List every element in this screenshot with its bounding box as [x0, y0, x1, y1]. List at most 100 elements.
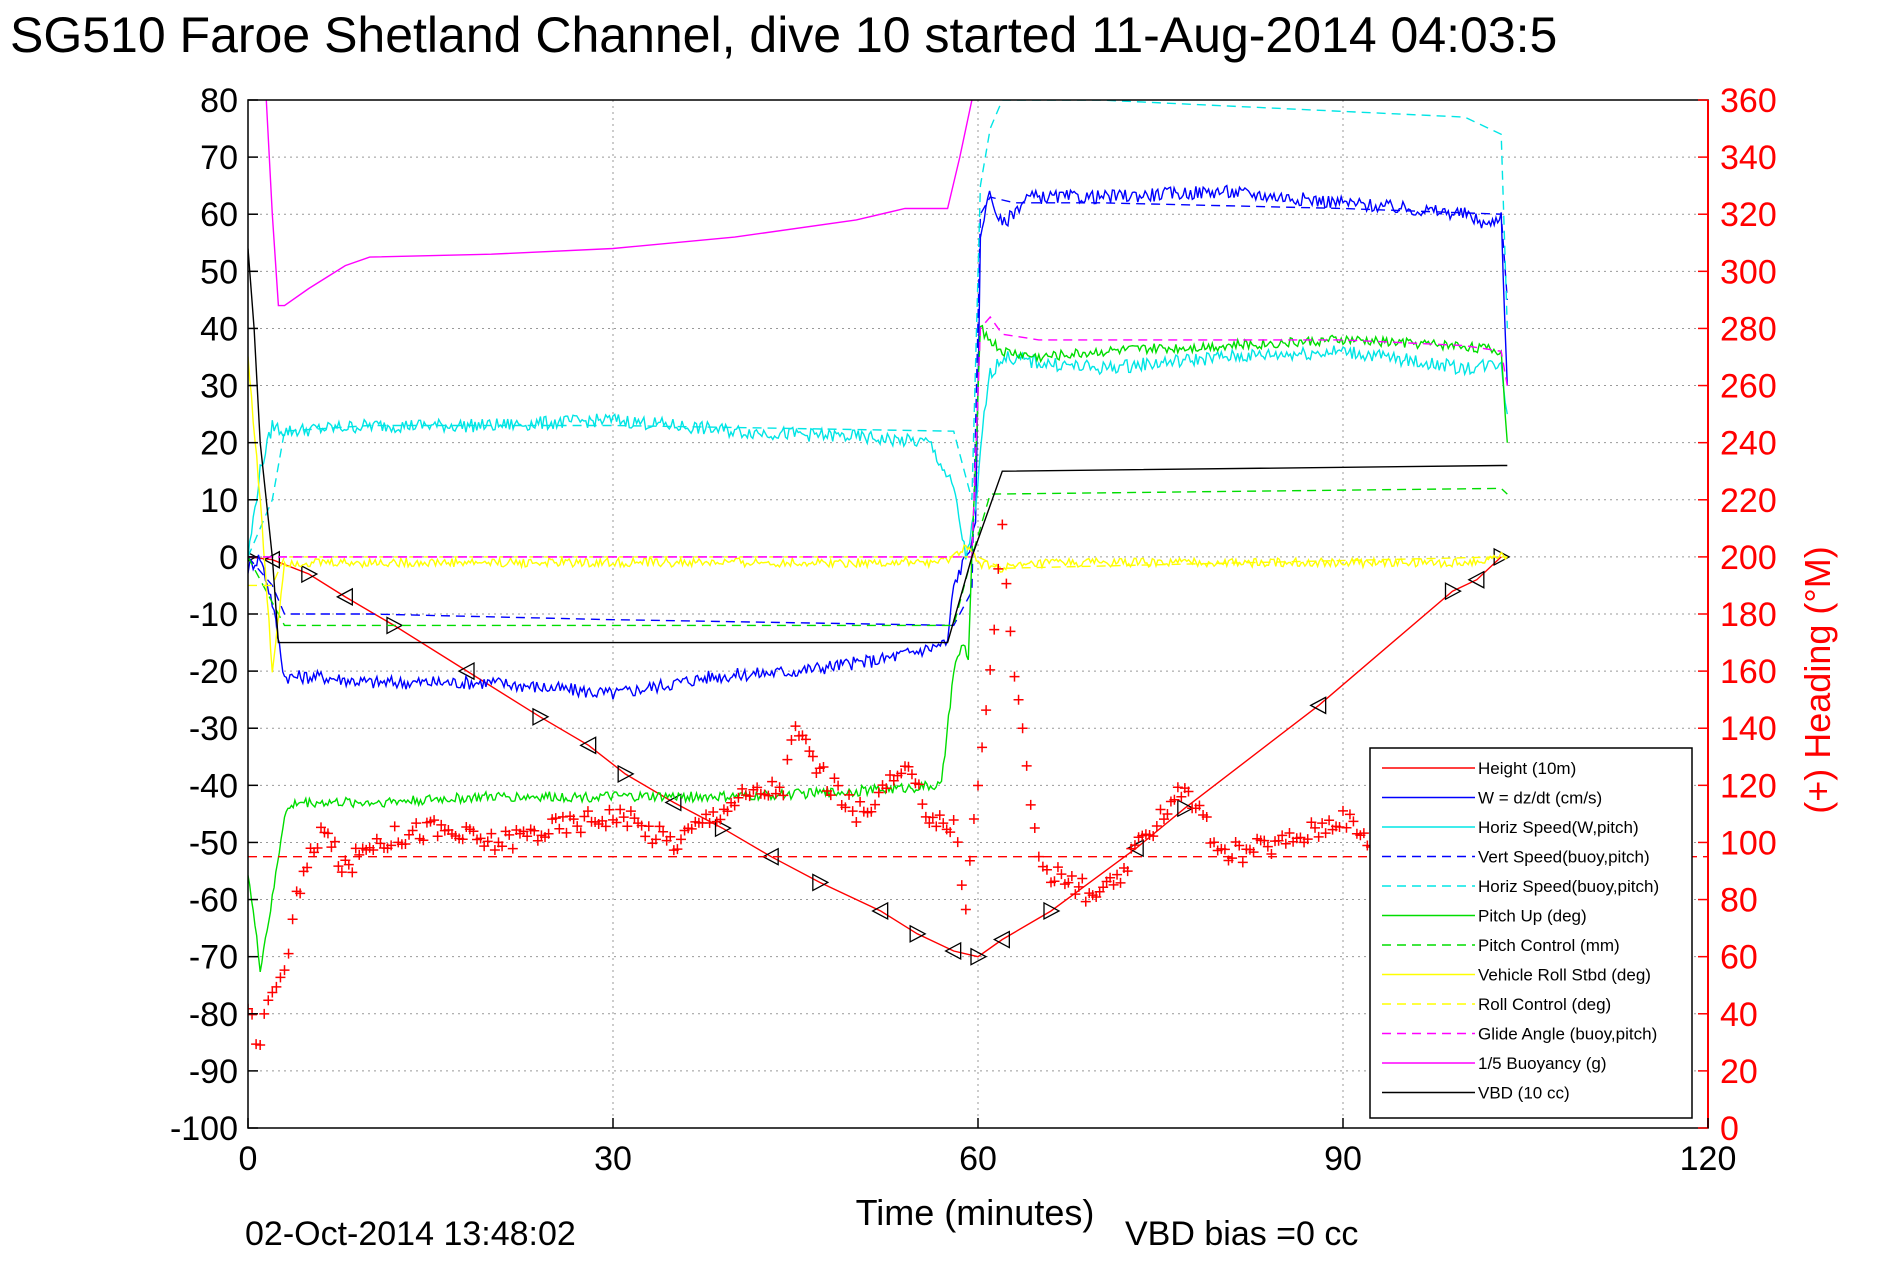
heading-point: [1227, 853, 1238, 864]
legend-entry: W = dz/dt (cm/s): [1382, 789, 1602, 808]
heading-point: [572, 821, 583, 832]
heading-point: [1194, 800, 1205, 811]
heading-point: [1277, 830, 1288, 841]
y2-tick-label: 200: [1720, 539, 1777, 577]
legend-label: Horiz Speed(W,pitch): [1478, 818, 1639, 837]
heading-point: [1066, 870, 1077, 881]
heading-point: [279, 965, 290, 976]
heading-point: [312, 843, 323, 854]
heading-point: [575, 827, 586, 838]
y2-tick-label: 260: [1720, 368, 1777, 406]
right-axis-label: (+) Heading (°M): [1797, 546, 1838, 813]
legend-label: Glide Angle (buoy,pitch): [1478, 1025, 1657, 1044]
height-marker: [714, 819, 732, 838]
legend-entry: Roll Control (deg): [1382, 995, 1611, 1014]
y2-tick-label: 360: [1720, 82, 1777, 120]
heading-point: [582, 806, 593, 817]
heading-point: [1041, 864, 1052, 875]
y-tick-label: 40: [200, 310, 238, 348]
heading-point: [1148, 831, 1159, 842]
legend-entry: Horiz Speed(W,pitch): [1382, 818, 1639, 837]
footer-date: 02-Oct-2014 13:48:02: [245, 1215, 576, 1253]
heading-point: [844, 789, 855, 800]
heading-point: [960, 904, 971, 915]
height-marker: [909, 924, 927, 943]
legend-entry: Pitch Up (deg): [1382, 907, 1587, 926]
heading-point: [782, 754, 793, 765]
heading-point: [255, 1040, 266, 1050]
heading-point: [855, 796, 866, 807]
heading-point: [790, 721, 801, 732]
heading-point: [275, 972, 286, 983]
heading-point: [654, 821, 665, 832]
height-marker: [992, 930, 1010, 949]
y-tick-label: -90: [189, 1053, 238, 1091]
heading-point: [985, 664, 996, 675]
y2-tick-label: 120: [1720, 767, 1777, 805]
heading-point: [924, 818, 935, 829]
legend-label: Height (10m): [1478, 759, 1576, 778]
series-line: [248, 556, 1502, 958]
heading-point: [625, 806, 636, 817]
heading-point: [615, 804, 626, 815]
series-line: [248, 184, 1508, 700]
x-axis-label: Time (minutes): [856, 1192, 1095, 1233]
height-marker: [617, 764, 635, 783]
heading-point: [561, 827, 572, 838]
y2-tick-label: 100: [1720, 824, 1777, 862]
heading-point: [263, 995, 274, 1006]
heading-point: [248, 1003, 253, 1014]
heading-point: [1070, 889, 1081, 900]
series-line: [248, 345, 1508, 560]
series-1: [248, 547, 1511, 966]
y-tick-label: -70: [189, 939, 238, 977]
height-marker: [532, 707, 550, 726]
heading-point: [968, 813, 979, 824]
heading-point: [818, 761, 829, 772]
heading-point: [733, 792, 744, 803]
height-marker: [457, 662, 475, 681]
heading-point: [322, 828, 333, 839]
heading-point: [1021, 760, 1032, 771]
y2-tick-label: 300: [1720, 253, 1777, 291]
heading-point: [1169, 794, 1180, 805]
heading-point: [468, 826, 479, 837]
heading-point: [411, 818, 422, 829]
heading-point: [1201, 811, 1212, 822]
heading-point: [964, 855, 975, 866]
heading-point: [436, 819, 447, 830]
heading-point: [1273, 835, 1284, 846]
series-line: [248, 196, 1508, 627]
heading-point: [329, 836, 340, 847]
heading-point: [870, 799, 881, 810]
heading-point: [1248, 847, 1259, 858]
heading-point: [622, 821, 633, 832]
heading-point: [704, 818, 715, 829]
height-marker: [579, 736, 597, 755]
legend-label: VBD (10 cc): [1478, 1084, 1570, 1103]
heading-point: [1115, 877, 1126, 888]
legend-entry: Vehicle Roll Stbd (deg): [1382, 966, 1651, 985]
series-12: [248, 248, 1508, 644]
heading-point: [973, 780, 983, 791]
heading-point: [744, 791, 755, 802]
heading-point: [708, 807, 719, 818]
height-marker: [1177, 799, 1195, 818]
heading-point: [283, 948, 294, 959]
heading-point: [543, 828, 554, 839]
heading-point: [333, 861, 344, 872]
y2-tick-label: 0: [1720, 1110, 1739, 1148]
heading-point: [1049, 876, 1060, 887]
heading-point: [896, 768, 907, 779]
heading-point: [866, 806, 877, 817]
y2-tick-label: 20: [1720, 1053, 1758, 1091]
heading-point: [665, 831, 676, 842]
series-4: [248, 196, 1508, 627]
heading-point: [486, 828, 497, 839]
heading-point: [336, 867, 347, 878]
y-tick-label: 60: [200, 196, 238, 234]
heading-point: [326, 842, 337, 853]
heading-point: [1080, 896, 1091, 907]
heading-point: [752, 782, 763, 793]
